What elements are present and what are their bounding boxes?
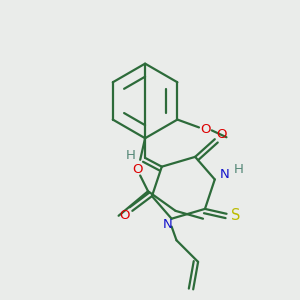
Text: H: H <box>125 149 135 162</box>
Text: H: H <box>233 163 243 176</box>
Text: O: O <box>201 123 211 136</box>
Text: O: O <box>216 128 227 141</box>
Text: N: N <box>163 218 172 231</box>
Text: S: S <box>231 208 240 223</box>
Text: N: N <box>220 168 230 181</box>
Text: O: O <box>132 163 142 176</box>
Text: O: O <box>119 209 130 222</box>
